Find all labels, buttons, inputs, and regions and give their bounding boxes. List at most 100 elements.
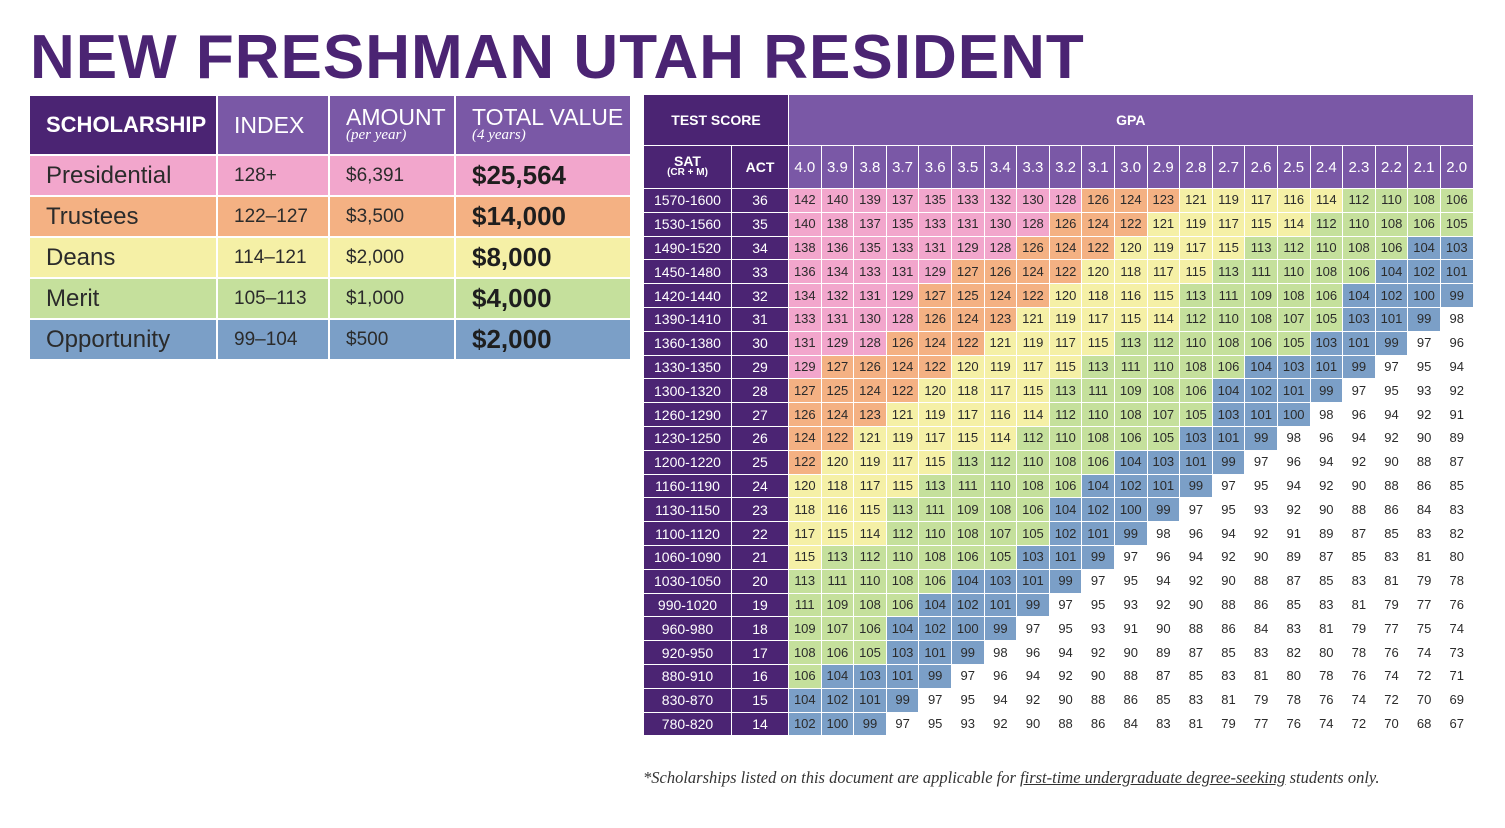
index-cell: 87 — [1179, 640, 1213, 665]
index-cell: 118 — [950, 378, 985, 404]
index-cell: 106 — [1439, 188, 1474, 213]
index-cell: 79 — [1244, 687, 1278, 713]
sat-range: 1420-1440 — [643, 283, 732, 308]
index-cell: 85 — [1439, 473, 1474, 499]
index-cell: 113 — [1113, 330, 1148, 356]
scholarship-header-row: SCHOLARSHIP INDEX AMOUNT (per year) TOTA… — [28, 94, 632, 156]
index-cell: 95 — [950, 687, 985, 713]
index-cell: 108 — [1276, 283, 1311, 308]
index-cell: 98 — [983, 640, 1018, 665]
index-cell: 94 — [1179, 544, 1213, 570]
index-cell: 134 — [788, 283, 822, 308]
index-cell: 99 — [950, 640, 985, 665]
index-cell: 126 — [885, 330, 920, 356]
index-cell: 122 — [885, 378, 920, 404]
index-cell: 78 — [1276, 687, 1311, 713]
index-cell: 113 — [1179, 283, 1213, 308]
index-cell: 96 — [1146, 544, 1181, 570]
index-cell: 84 — [1244, 616, 1278, 642]
index-cell: 80 — [1309, 640, 1344, 665]
index-cell: 133 — [788, 306, 822, 332]
grid-row: 1390-1410 31 133 131 130 128 126 124 123 121 119 11… — [643, 306, 1474, 332]
index-cell: 111 — [950, 473, 985, 499]
index-cell: 93 — [1407, 378, 1441, 404]
index-cell: 109 — [1244, 283, 1278, 308]
index-cell: 131 — [853, 283, 887, 308]
index-cell: 96 — [1309, 425, 1344, 451]
index-cell: 104 — [820, 663, 855, 689]
scholarship-rows: Presidential 128+ $6,391 $25,564 Trustees 122… — [28, 154, 632, 361]
scholarship-total: $2,000 — [454, 318, 632, 361]
gpa-column-header: 2.0 — [1439, 145, 1474, 189]
index-cell: 119 — [983, 354, 1018, 380]
index-cell: 90 — [1179, 592, 1213, 618]
index-cell: 119 — [1016, 330, 1050, 356]
act-score: 26 — [731, 425, 789, 451]
index-cell: 89 — [1439, 425, 1474, 451]
index-cell: 115 — [1211, 235, 1246, 261]
index-cell: 126 — [983, 259, 1018, 285]
index-cell: 102 — [788, 711, 822, 737]
index-cell: 126 — [788, 402, 822, 427]
index-cell: 81 — [1407, 544, 1441, 570]
act-score: 16 — [731, 663, 789, 689]
index-cell: 108 — [950, 521, 985, 546]
grid-row: 1490-1520 34 138 136 135 133 131 129 128 126 124 12… — [643, 235, 1474, 261]
index-cell: 127 — [788, 378, 822, 404]
gpa-column-header: 3.4 — [983, 145, 1018, 189]
scholarship-amount: $1,000 — [328, 277, 456, 320]
index-cell: 117 — [1146, 259, 1181, 285]
index-cell: 99 — [1016, 592, 1050, 618]
grid-row: 1300-1320 28 127 125 124 122 120 118 117 115 113 11… — [643, 378, 1474, 404]
footnote: *Scholarships listed on this document ar… — [643, 768, 1473, 788]
index-cell: 106 — [918, 568, 952, 594]
scholarship-row: Opportunity 99–104 $500 $2,000 — [28, 318, 632, 361]
sat-header-sub: (CR + M) — [667, 167, 708, 178]
gpa-column-header: 2.1 — [1407, 145, 1441, 189]
index-cell: 99 — [1309, 378, 1344, 404]
index-cell: 113 — [788, 568, 822, 594]
index-cell: 85 — [1211, 640, 1246, 665]
index-cell: 97 — [1016, 616, 1050, 642]
index-cell: 98 — [1276, 425, 1311, 451]
index-cell: 104 — [788, 687, 822, 713]
index-cell: 95 — [1374, 378, 1409, 404]
index-cell: 108 — [1309, 259, 1344, 285]
index-cell: 118 — [820, 473, 855, 499]
act-score: 24 — [731, 473, 789, 499]
index-cell: 108 — [1374, 211, 1409, 237]
index-cell: 135 — [918, 188, 952, 213]
index-cell: 121 — [983, 330, 1018, 356]
scholarship-amount: $500 — [328, 318, 456, 361]
index-cell: 96 — [1439, 330, 1474, 356]
index-cell: 74 — [1342, 687, 1376, 713]
index-cell: 100 — [1407, 283, 1441, 308]
index-cell: 96 — [1179, 521, 1213, 546]
index-cell: 110 — [1048, 425, 1083, 451]
index-cell: 96 — [1016, 640, 1050, 665]
index-cell: 108 — [1048, 449, 1083, 475]
index-cell: 132 — [820, 283, 855, 308]
index-cell: 130 — [853, 306, 887, 332]
index-cell: 131 — [885, 259, 920, 285]
index-cell: 119 — [853, 449, 887, 475]
index-cell: 124 — [1048, 235, 1083, 261]
index-cell: 97 — [1244, 449, 1278, 475]
index-cell: 75 — [1407, 616, 1441, 642]
index-cell: 131 — [950, 211, 985, 237]
index-cell: 102 — [1374, 283, 1409, 308]
index-cell: 84 — [1113, 711, 1148, 737]
index-cell: 115 — [950, 425, 985, 451]
index-cell: 88 — [1374, 473, 1409, 499]
index-cell: 114 — [1146, 306, 1181, 332]
index-cell: 106 — [1081, 449, 1115, 475]
index-cell: 90 — [1146, 616, 1181, 642]
index-cell: 90 — [1081, 663, 1115, 689]
index-cell: 95 — [918, 711, 952, 737]
sat-range: 1230-1250 — [643, 425, 732, 451]
index-cell: 74 — [1439, 616, 1474, 642]
index-cell: 120 — [820, 449, 855, 475]
grid-row: 1230-1250 26 124 122 121 119 117 115 114 112 110 10… — [643, 425, 1474, 451]
index-cell: 74 — [1374, 663, 1409, 689]
index-cell: 103 — [885, 640, 920, 665]
